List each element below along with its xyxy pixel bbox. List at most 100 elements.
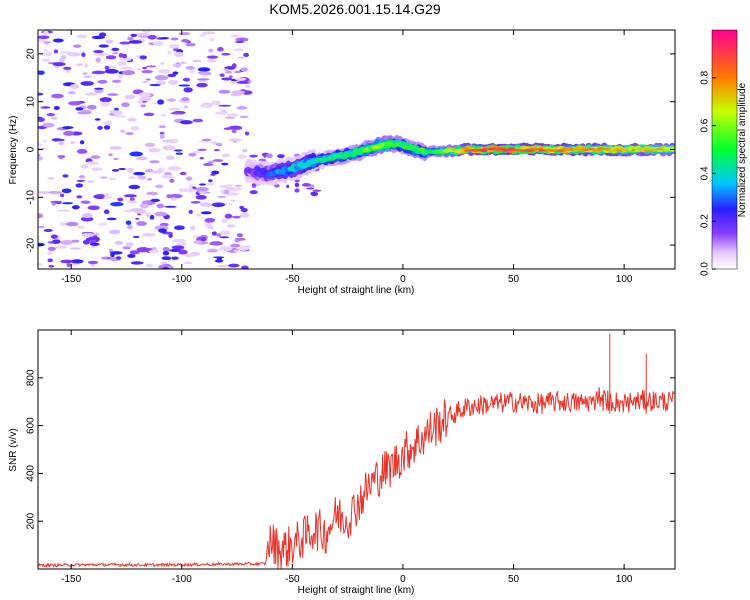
spectrogram-noise-cell — [153, 41, 164, 47]
spectrogram-noise-cell — [120, 57, 132, 62]
spectrogram-noise-cell — [72, 44, 82, 48]
y-tick-label: -10 — [26, 190, 37, 205]
spectrogram-noise-cell — [127, 253, 136, 258]
spectrogram-noise-cell — [57, 209, 71, 212]
spectrogram-noise-cell — [99, 32, 107, 37]
spectrogram-noise-cell — [61, 188, 72, 194]
spectrogram-noise-cell — [59, 193, 65, 198]
spectrogram-noise-cell — [312, 189, 322, 192]
spectrogram-noise-cell — [89, 242, 100, 246]
spectrogram-noise-cell — [129, 151, 143, 157]
spectrogram-noise-cell — [161, 174, 174, 179]
spectrogram-noise-cell — [175, 152, 184, 155]
snr-frame — [37, 329, 676, 570]
spectrogram-noise-cell — [48, 190, 63, 195]
spectrogram-noise-cell — [195, 186, 209, 192]
spectrogram-noise-cell — [176, 241, 187, 246]
spectrogram-noise-cell — [62, 202, 74, 205]
spectrogram-noise-cell — [208, 223, 213, 228]
spectrogram-noise-cell — [82, 213, 93, 219]
spectrogram-noise-cell — [237, 154, 248, 159]
spectrogram-noise-cell — [126, 200, 139, 204]
spectrogram-noise-cell — [41, 58, 51, 62]
spectrogram-noise-cell — [80, 164, 89, 169]
spectrogram-noise-cell — [63, 130, 75, 136]
spectrogram-noise-cell — [230, 243, 241, 248]
y-tick-label: 400 — [26, 465, 37, 482]
spectrogram-noise-cell — [109, 251, 123, 255]
spectrogram-noise-cell — [148, 249, 160, 254]
spectrogram-noise-cell — [160, 114, 167, 117]
spectrogram-noise-cell — [236, 81, 250, 84]
spectrogram-noise-cell — [128, 40, 143, 44]
spectrogram-noise-cell — [294, 182, 300, 188]
spectrogram-noise-cell — [167, 166, 182, 171]
spectrogram-noise-cell — [147, 34, 157, 40]
spectrogram-noise-cell — [109, 146, 123, 150]
spectrogram-noise-cell — [183, 261, 193, 265]
spectrogram-noise-cell — [62, 174, 69, 178]
spectrogram-noise-cell — [199, 156, 204, 160]
spectrogram-noise-cell — [135, 217, 140, 220]
spectrogram-noise-cell — [112, 110, 123, 116]
spectrogram-noise-cell — [99, 176, 108, 179]
spectrogram-noise-cell — [193, 240, 204, 244]
spectrogram-noise-cell — [114, 107, 119, 111]
spectrogram-noise-cell — [139, 203, 149, 209]
spectrogram-noise-cell — [93, 50, 104, 54]
spectrogram-noise-cell — [129, 250, 140, 255]
spectrogram-noise-cell — [65, 221, 79, 227]
spectrogram-noise-cell — [207, 249, 218, 253]
spectrogram-noise-cell — [58, 141, 64, 146]
spectrogram-noise-cell — [234, 238, 241, 243]
spectrogram-noise-cell — [154, 75, 169, 81]
x-tick-label: -100 — [172, 274, 192, 285]
spectrogram-noise-cell — [238, 246, 249, 251]
colorbar-frame — [711, 29, 738, 270]
spectrogram-noise-cell — [124, 94, 136, 100]
spectrogram-noise-cell — [47, 251, 53, 255]
spectrogram-noise-cell — [142, 30, 152, 33]
spectrogram-noise-cell — [204, 217, 216, 223]
spectrogram-noise-cell — [158, 228, 167, 233]
spectrogram-noise-cell — [132, 235, 140, 239]
spectrogram-noise-cell — [162, 246, 170, 252]
spectrogram-noise-cell — [103, 120, 113, 126]
y-tick-label: 0 — [26, 146, 37, 152]
spectrogram-noise-cell — [160, 62, 165, 65]
spectrogram-noise-cell — [109, 229, 121, 235]
colorbar-label: Normalized spectral amplitude — [737, 82, 748, 217]
spectrogram-noise-cell — [53, 49, 59, 54]
spectrogram-noise-cell — [196, 82, 208, 88]
spectrogram-noise-cell — [224, 213, 233, 219]
spectrogram-noise-cell — [95, 57, 102, 63]
spectrogram-noise-cell — [70, 259, 84, 264]
spectrogram-noise-cell — [216, 233, 222, 237]
spectrogram-noise-cell — [197, 71, 203, 74]
spectrogram-noise-cell — [221, 218, 228, 224]
spectrogram-noise-cell — [183, 105, 189, 108]
spectrogram-noise-cell — [111, 47, 120, 52]
spectrogram-noise-cell — [111, 168, 120, 172]
spectrogram-noise-cell — [104, 192, 110, 197]
spectrogram-noise-cell — [42, 122, 55, 128]
spectrogram-noise-cell — [66, 263, 71, 268]
spectrogram-noise-cell — [38, 263, 43, 267]
figure-title: KOM5.2026.001.15.14.G29 — [269, 1, 440, 17]
spectrogram-noise-cell — [241, 265, 249, 269]
spectrogram-noise-cell — [221, 52, 231, 56]
snr-x-label: Height of straight line (km) — [298, 585, 415, 596]
spectrogram-noise-cell — [213, 149, 221, 152]
spectrogram-noise-cell — [178, 84, 191, 87]
colorbar-ticks: 0.0 0.2 0.4 0.6 0.8 — [700, 70, 716, 276]
spectrogram-noise-cell — [169, 248, 182, 252]
spectrogram-noise-cell — [216, 195, 227, 198]
spectrogram-noise-cell — [200, 211, 212, 215]
spectrogram-noise-cell — [166, 155, 175, 161]
spectrogram-noise-cell — [239, 205, 245, 210]
spectrogram-noise-cell — [47, 258, 54, 263]
spectrogram-noise-cell — [103, 125, 111, 130]
spectrogram-noise-cell — [221, 162, 229, 166]
spectrogram-noise-cell — [210, 102, 222, 106]
spectrogram-noise-cell — [151, 170, 164, 174]
